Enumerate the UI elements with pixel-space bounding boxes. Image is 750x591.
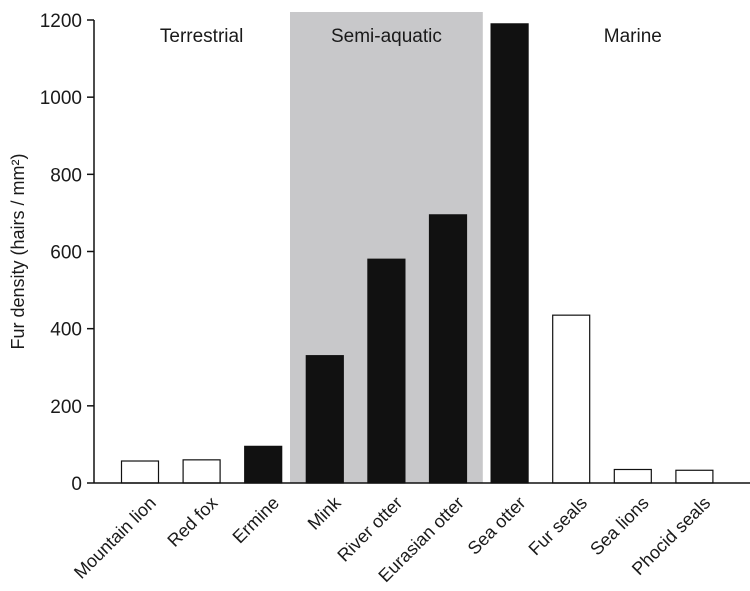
- bars: [120, 23, 714, 484]
- x-tick-label-sea-otter: Sea otter: [464, 493, 530, 559]
- bar-mink: [305, 355, 344, 484]
- y-tick-label-400: 400: [50, 320, 82, 341]
- y-tick-label-1000: 1000: [40, 88, 82, 109]
- region-labels: Terrestrial Semi-aquatic Marine: [160, 26, 662, 47]
- x-tick-label-mountain-lion: Mountain lion: [70, 493, 160, 583]
- bar-sea-lions: [613, 468, 652, 484]
- y-ticks: 0 200 400 600 800 1000 1200: [40, 11, 94, 495]
- region-label-marine: Marine: [604, 26, 662, 47]
- region-label-semi-aquatic: Semi-aquatic: [331, 26, 442, 47]
- y-tick-label-1200: 1200: [40, 11, 82, 32]
- x-tick-label-red-fox: Red fox: [163, 493, 221, 551]
- bar-ermine: [244, 445, 283, 484]
- y-axis-title: Fur density (hairs / mm²): [8, 153, 28, 349]
- y-tick-label-0: 0: [71, 474, 82, 495]
- x-tick-label-mink: Mink: [304, 492, 346, 534]
- x-tick-label-ermine: Ermine: [229, 493, 283, 547]
- bar-fur-seals: [552, 314, 591, 484]
- bar-sea-otter: [490, 23, 529, 484]
- region-label-terrestrial: Terrestrial: [160, 26, 243, 47]
- y-tick-label-600: 600: [50, 243, 82, 264]
- y-tick-label-800: 800: [50, 165, 82, 186]
- bar-red-fox: [182, 459, 221, 484]
- bar-eurasian-otter: [428, 214, 468, 484]
- y-tick-label-200: 200: [50, 397, 82, 418]
- bar-mountain-lion: [120, 460, 160, 484]
- bar-river-otter: [367, 258, 406, 484]
- bar-phocid-seals: [675, 469, 714, 484]
- x-tick-label-fur-seals: Fur seals: [525, 493, 591, 559]
